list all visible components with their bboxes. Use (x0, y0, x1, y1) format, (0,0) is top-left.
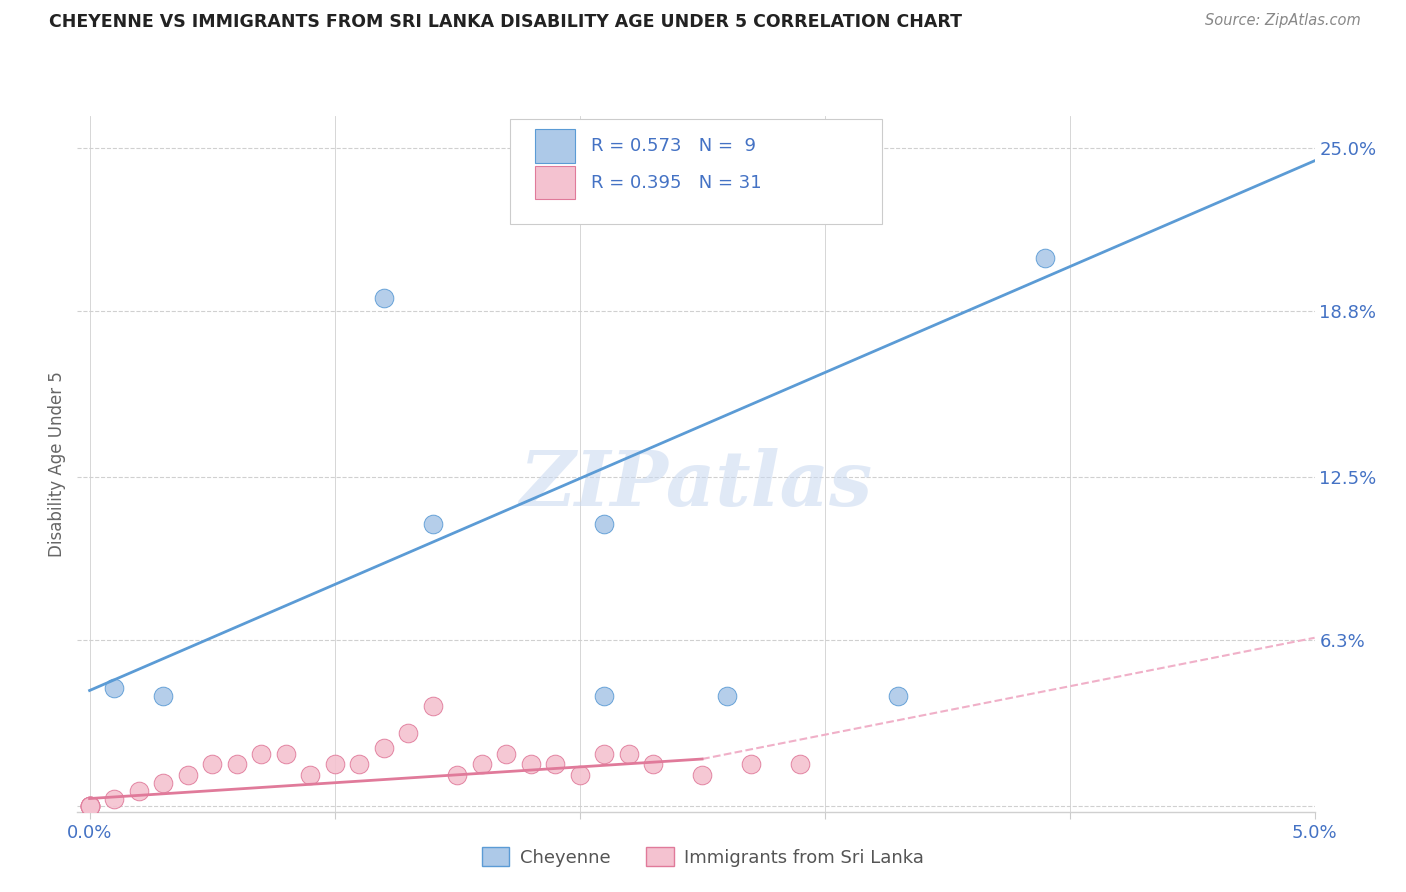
Point (495, 747, 517, 761)
Point (373, 291, 395, 305)
Point (373, 741, 395, 756)
Point (79, 799, 101, 814)
Text: R = 0.573   N =  9: R = 0.573 N = 9 (591, 136, 756, 155)
Point (201, 757, 224, 772)
FancyBboxPatch shape (510, 120, 882, 224)
Point (446, 768, 468, 782)
Point (274, 747, 297, 761)
FancyBboxPatch shape (536, 129, 575, 162)
Point (396, 725, 419, 739)
Point (643, 757, 665, 772)
Point (789, 757, 811, 772)
Point (716, 689, 738, 703)
Point (176, 768, 198, 782)
FancyBboxPatch shape (536, 166, 575, 200)
Point (887, 689, 910, 703)
Point (225, 757, 247, 772)
Text: CHEYENNE VS IMMIGRANTS FROM SRI LANKA DISABILITY AGE UNDER 5 CORRELATION CHART: CHEYENNE VS IMMIGRANTS FROM SRI LANKA DI… (49, 13, 962, 31)
Point (593, 517, 616, 532)
Point (593, 747, 616, 761)
Point (79, 799, 101, 814)
Point (103, 681, 125, 695)
Point (568, 768, 591, 782)
Point (128, 783, 150, 797)
Point (347, 757, 370, 772)
Point (250, 747, 273, 761)
Point (422, 517, 444, 532)
Point (323, 757, 346, 772)
Point (740, 757, 762, 772)
Text: Source: ZipAtlas.com: Source: ZipAtlas.com (1205, 13, 1361, 29)
Point (79, 799, 101, 814)
Point (299, 768, 322, 782)
Point (422, 699, 444, 714)
Point (519, 757, 541, 772)
Point (1033, 252, 1056, 266)
Point (617, 747, 640, 761)
Point (79, 799, 101, 814)
Legend: Cheyenne, Immigrants from Sri Lanka: Cheyenne, Immigrants from Sri Lanka (475, 840, 931, 874)
Point (103, 791, 125, 805)
Text: R = 0.395   N = 31: R = 0.395 N = 31 (591, 174, 762, 192)
Text: ZIPatlas: ZIPatlas (519, 448, 873, 522)
Point (593, 689, 616, 703)
Point (690, 768, 713, 782)
Point (79, 799, 101, 814)
Point (544, 757, 567, 772)
Point (152, 689, 174, 703)
Point (152, 775, 174, 790)
Y-axis label: Disability Age Under 5: Disability Age Under 5 (48, 371, 66, 557)
Point (471, 757, 494, 772)
